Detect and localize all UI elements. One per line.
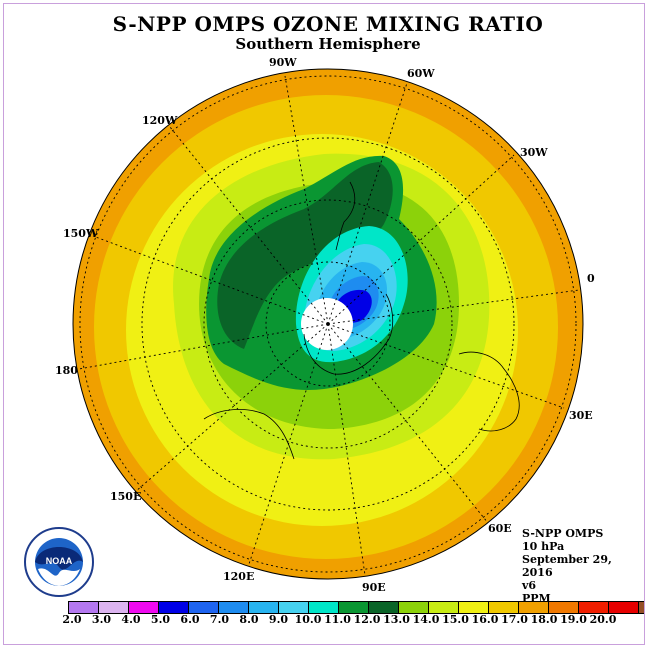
- colorbar-tick-label: 8.0: [239, 613, 259, 626]
- info-block: S-NPP OMPS 10 hPa September 29, 2016 v6 …: [522, 527, 644, 605]
- colorbar-swatch: [189, 602, 219, 613]
- graticule: [78, 75, 580, 576]
- lon-label-150w: 150W: [63, 227, 99, 240]
- colorbar-swatch: [609, 602, 639, 613]
- colorbar-tick-label: 10.0: [294, 613, 322, 626]
- map-figure: S-NPP OMPS OZONE MIXING RATIO Southern H…: [3, 3, 645, 645]
- lon-label-0: 0: [587, 272, 595, 285]
- colorbar-tick-label: 5.0: [150, 613, 171, 626]
- colorbar-swatch: [279, 602, 309, 613]
- colorbar-swatch: [369, 602, 399, 613]
- colorbar-swatch: [159, 602, 189, 613]
- colorbar-tick-label: 6.0: [180, 613, 200, 626]
- colorbar-tick-label: 20.0: [589, 613, 617, 626]
- colorbar-swatch: [579, 602, 609, 613]
- colorbar-swatch: [459, 602, 489, 613]
- map-border: [72, 68, 584, 580]
- svg-text:NOAA: NOAA: [46, 556, 73, 566]
- lon-label-60w: 60W: [407, 67, 435, 80]
- colorbar-swatch: [519, 602, 549, 613]
- colorbar-swatch: [429, 602, 459, 613]
- colorbar-tick-label: 4.0: [121, 613, 141, 626]
- colorbar-tick-label: 12.0: [353, 613, 381, 626]
- colorbar-tick-label: 9.0: [268, 613, 289, 626]
- lon-label-30w: 30W: [520, 146, 548, 159]
- colorbar-swatch: [249, 602, 279, 613]
- colorbar-swatch: [99, 602, 129, 613]
- polar-map: 90W 60W 30W 0 30E 60E 90E 120E 150E 180 …: [55, 56, 595, 594]
- lon-label-90e: 90E: [362, 581, 386, 594]
- lon-label-180: 180: [55, 364, 78, 377]
- colorbar-tick-label: 11.0: [324, 613, 351, 626]
- colorbar-swatch: [339, 602, 369, 613]
- colorbar-swatch: [549, 602, 579, 613]
- colorbar-swatch: [399, 602, 429, 613]
- colorbar: [68, 601, 644, 614]
- info-version: v6: [522, 579, 537, 592]
- page-subtitle: Southern Hemisphere: [235, 35, 421, 53]
- colorbar-tick-label: 13.0: [383, 613, 410, 626]
- colorbar-tick-label: 19.0: [560, 613, 587, 626]
- lon-label-120e: 120E: [223, 570, 254, 583]
- info-date: September 29, 2016: [522, 553, 612, 579]
- lon-label-30e: 30E: [569, 409, 593, 422]
- page-title: S-NPP OMPS OZONE MIXING RATIO: [112, 12, 544, 36]
- colorbar-labels: 2.0 3.0 4.0 5.0 6.0 7.0 8.0 9.0 10.0 11.0 12.0 13.0…: [4, 613, 644, 627]
- colorbar-swatch: [219, 602, 249, 613]
- colorbar-tick-label: 18.0: [530, 613, 558, 626]
- colorbar-swatch: [489, 602, 519, 613]
- colorbar-swatch: [309, 602, 339, 613]
- colorbar-tick-label: 2.0: [62, 613, 82, 626]
- colorbar-tick-label: 15.0: [442, 613, 469, 626]
- noaa-logo: NOAA: [24, 527, 94, 597]
- lon-label-90w: 90W: [269, 56, 297, 69]
- colorbar-tick-label: 3.0: [91, 613, 112, 626]
- info-instrument: S-NPP OMPS: [522, 527, 604, 540]
- colorbar-swatch: [639, 602, 644, 613]
- colorbar-tick-label: 16.0: [471, 613, 499, 626]
- colorbar-swatch: [129, 602, 159, 613]
- colorbar-tick-label: 7.0: [209, 613, 230, 626]
- colorbar-tick-label: 17.0: [501, 613, 528, 626]
- colorbar-tick-label: 14.0: [412, 613, 440, 626]
- lon-label-120w: 120W: [142, 114, 178, 127]
- colorbar-swatch: [69, 602, 99, 613]
- lon-label-150e: 150E: [110, 490, 141, 503]
- lon-label-60e: 60E: [488, 522, 512, 535]
- info-pressure: 10 hPa: [522, 540, 565, 553]
